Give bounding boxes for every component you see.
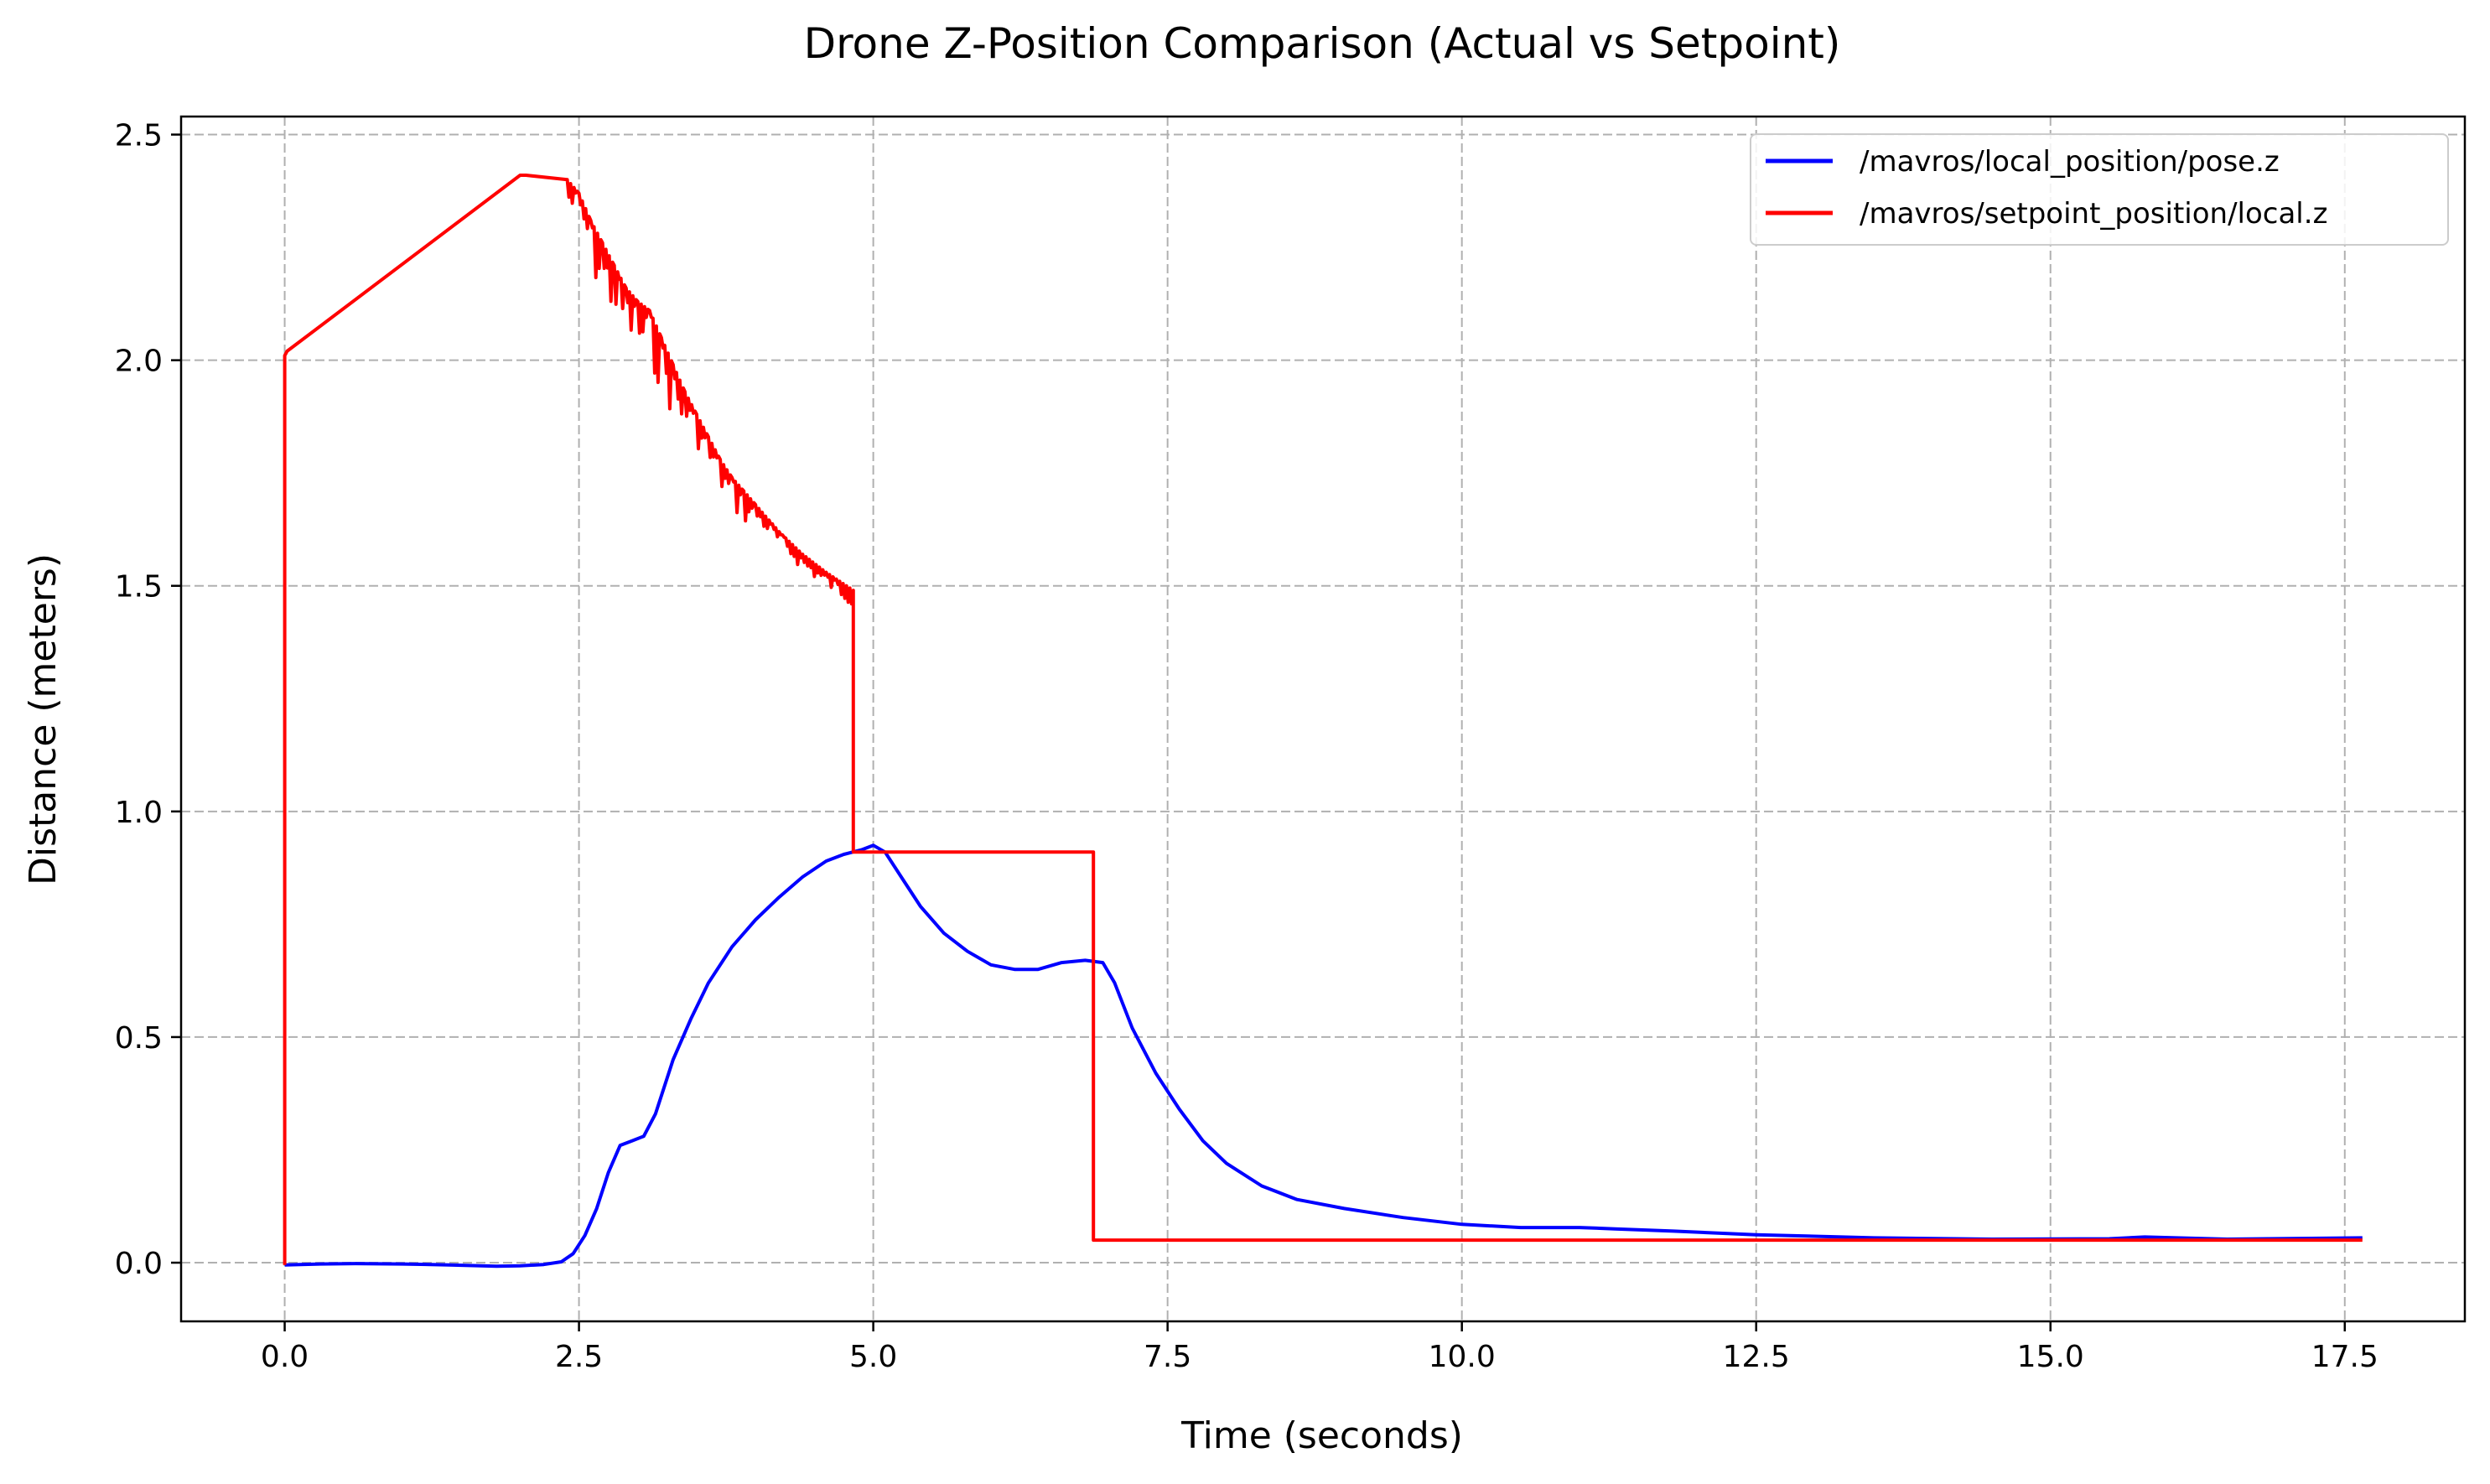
y-axis-label: Distance (meters) <box>22 553 65 885</box>
series-layer <box>283 174 2363 1269</box>
chart-title: Drone Z-Position Comparison (Actual vs S… <box>804 19 1841 68</box>
x-axis-label: Time (seconds) <box>1180 1414 1463 1457</box>
pose-z-line <box>284 843 2363 1269</box>
x-tick-label: 10.0 <box>1429 1340 1496 1374</box>
legend: /mavros/local_position/pose.z /mavros/se… <box>1750 133 2449 246</box>
x-axis: 0.0 2.5 5.0 7.5 10.0 12.5 15.0 17.5 <box>261 1321 2378 1374</box>
legend-box <box>1750 133 2449 246</box>
y-tick-label: 2.0 <box>115 345 163 379</box>
x-tick-label: 2.5 <box>555 1340 603 1374</box>
x-tick-label: 17.5 <box>2311 1340 2378 1374</box>
y-tick-label: 0.0 <box>115 1247 163 1281</box>
x-tick-label: 5.0 <box>849 1340 897 1374</box>
y-tick-label: 1.0 <box>115 796 163 830</box>
setpoint-z-line <box>283 174 2363 1265</box>
legend-label-setpoint: /mavros/setpoint_position/local.z <box>1860 197 2327 231</box>
y-axis: 0.0 0.5 1.0 1.5 2.0 2.5 <box>115 119 181 1281</box>
y-tick-label: 1.5 <box>115 570 163 604</box>
x-tick-label: 0.0 <box>261 1340 309 1374</box>
plot-frame <box>179 115 2467 1323</box>
y-tick-label: 0.5 <box>115 1021 163 1056</box>
x-tick-label: 12.5 <box>1723 1340 1790 1374</box>
legend-label-pose: /mavros/local_position/pose.z <box>1860 145 2280 179</box>
x-tick-label: 15.0 <box>2017 1340 2084 1374</box>
x-tick-label: 7.5 <box>1144 1340 1191 1374</box>
y-tick-label: 2.5 <box>115 119 163 153</box>
